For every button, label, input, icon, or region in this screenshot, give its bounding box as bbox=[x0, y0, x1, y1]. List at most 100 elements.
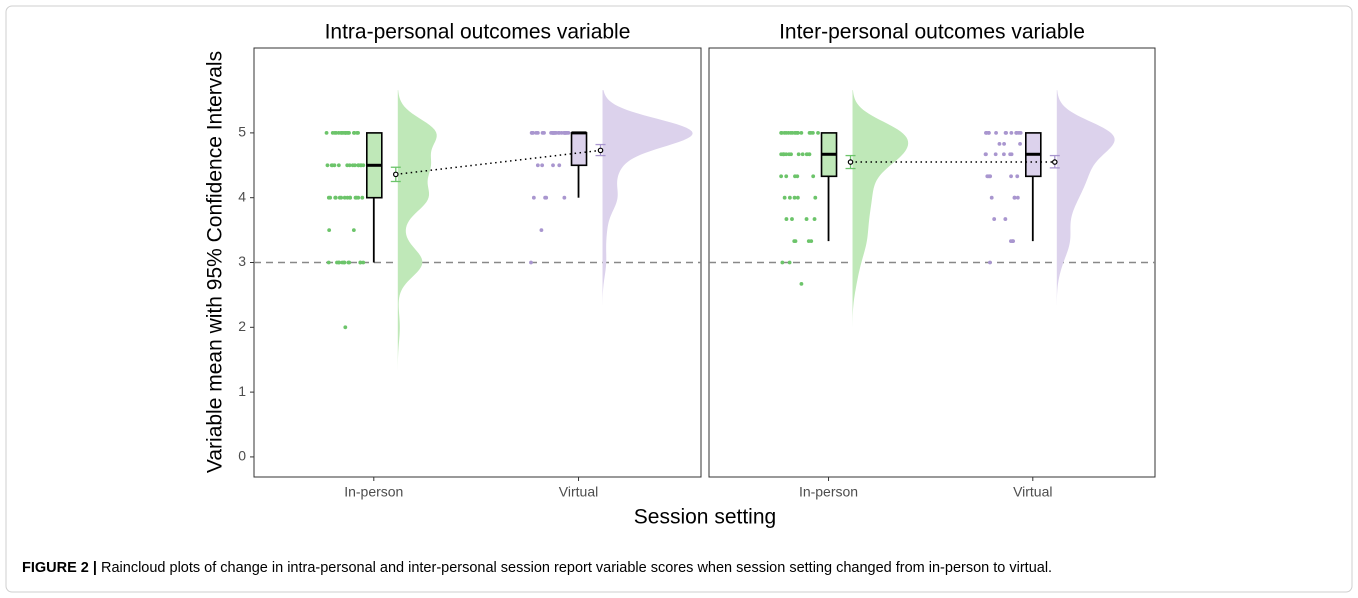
data-point bbox=[1003, 217, 1008, 221]
data-point bbox=[339, 130, 344, 135]
data-point bbox=[795, 195, 800, 200]
data-point bbox=[1009, 130, 1014, 135]
data-point bbox=[1012, 195, 1017, 200]
data-point bbox=[984, 130, 988, 135]
data-point bbox=[992, 217, 997, 221]
data-point bbox=[326, 260, 331, 265]
data-point bbox=[325, 163, 330, 168]
y-tick-label: 0 bbox=[238, 448, 246, 464]
data-point bbox=[1002, 142, 1006, 146]
data-point bbox=[529, 260, 533, 265]
data-point bbox=[787, 260, 792, 265]
y-tick-label: 3 bbox=[238, 253, 246, 269]
data-point bbox=[787, 195, 792, 200]
data-point bbox=[557, 163, 562, 168]
y-tick-label: 1 bbox=[238, 383, 246, 399]
y-tick-label: 5 bbox=[238, 124, 246, 140]
data-point bbox=[336, 130, 341, 135]
data-point bbox=[352, 163, 357, 168]
data-point bbox=[333, 195, 338, 200]
data-point bbox=[336, 163, 341, 168]
data-point bbox=[804, 152, 809, 157]
data-point bbox=[793, 239, 798, 244]
data-point bbox=[327, 228, 332, 232]
data-point bbox=[1004, 130, 1009, 135]
data-point bbox=[792, 130, 797, 135]
figure-border bbox=[5, 5, 1353, 593]
data-point bbox=[562, 130, 567, 135]
data-point bbox=[351, 228, 356, 232]
data-point bbox=[540, 130, 545, 135]
data-point bbox=[330, 163, 335, 168]
data-point bbox=[326, 195, 331, 200]
panel-title: Intra-personal outcomes variable bbox=[325, 21, 631, 44]
data-point bbox=[984, 152, 988, 157]
data-point bbox=[800, 152, 805, 157]
data-point bbox=[987, 174, 992, 179]
data-point bbox=[799, 281, 804, 286]
data-point bbox=[779, 174, 784, 179]
data-point bbox=[354, 195, 359, 200]
mean-point bbox=[392, 171, 399, 178]
data-point bbox=[792, 195, 797, 200]
data-point bbox=[786, 130, 791, 135]
data-point bbox=[360, 195, 365, 200]
panel-title: Inter-personal outcomes variable bbox=[779, 21, 1085, 44]
data-point bbox=[343, 325, 348, 330]
data-point bbox=[347, 130, 351, 135]
data-point bbox=[804, 217, 809, 221]
data-point bbox=[342, 195, 347, 200]
data-point bbox=[784, 152, 789, 157]
data-point bbox=[1014, 130, 1019, 135]
x-tick-label: Virtual bbox=[1013, 484, 1052, 500]
x-tick-label: In-person bbox=[344, 484, 403, 500]
data-point bbox=[793, 174, 797, 179]
data-point bbox=[790, 217, 794, 221]
data-point bbox=[1009, 239, 1013, 244]
data-point bbox=[989, 195, 994, 200]
data-point bbox=[345, 163, 350, 168]
data-point bbox=[534, 130, 539, 135]
mean-point bbox=[1051, 159, 1058, 165]
data-point bbox=[799, 130, 804, 135]
data-point bbox=[1009, 152, 1014, 157]
x-tick-label: In-person bbox=[799, 484, 858, 500]
caption-text: Raincloud plots of change in intra-perso… bbox=[101, 560, 1052, 576]
data-point bbox=[810, 130, 815, 135]
x-tick-label: Virtual bbox=[559, 484, 598, 500]
data-point bbox=[352, 130, 357, 135]
data-point bbox=[816, 130, 820, 135]
data-point bbox=[346, 260, 351, 265]
data-point bbox=[780, 260, 785, 265]
data-point bbox=[562, 195, 567, 200]
density-cloud bbox=[602, 90, 693, 306]
data-point bbox=[342, 260, 347, 265]
data-point bbox=[1018, 130, 1023, 135]
data-point bbox=[789, 152, 793, 157]
data-point bbox=[540, 163, 545, 168]
data-point bbox=[361, 260, 366, 265]
y-axis-label: Variable mean with 95% Confidence Interv… bbox=[204, 51, 227, 473]
data-point bbox=[779, 130, 784, 135]
data-point bbox=[1009, 174, 1013, 179]
mean-point bbox=[847, 159, 854, 165]
density-cloud bbox=[397, 90, 437, 371]
data-point bbox=[358, 260, 363, 265]
data-point bbox=[556, 130, 561, 135]
data-point bbox=[358, 163, 363, 168]
y-tick-label: 4 bbox=[238, 188, 246, 204]
data-point bbox=[784, 217, 789, 221]
data-point bbox=[806, 239, 811, 244]
data-point bbox=[544, 195, 549, 200]
data-point bbox=[566, 130, 571, 135]
data-point bbox=[345, 195, 350, 200]
density-cloud bbox=[852, 90, 909, 327]
data-point bbox=[529, 130, 534, 135]
data-point bbox=[994, 130, 998, 135]
data-point bbox=[1015, 195, 1020, 200]
data-point bbox=[812, 217, 817, 221]
data-point bbox=[356, 130, 360, 135]
data-point bbox=[813, 195, 818, 200]
data-point bbox=[811, 174, 816, 179]
